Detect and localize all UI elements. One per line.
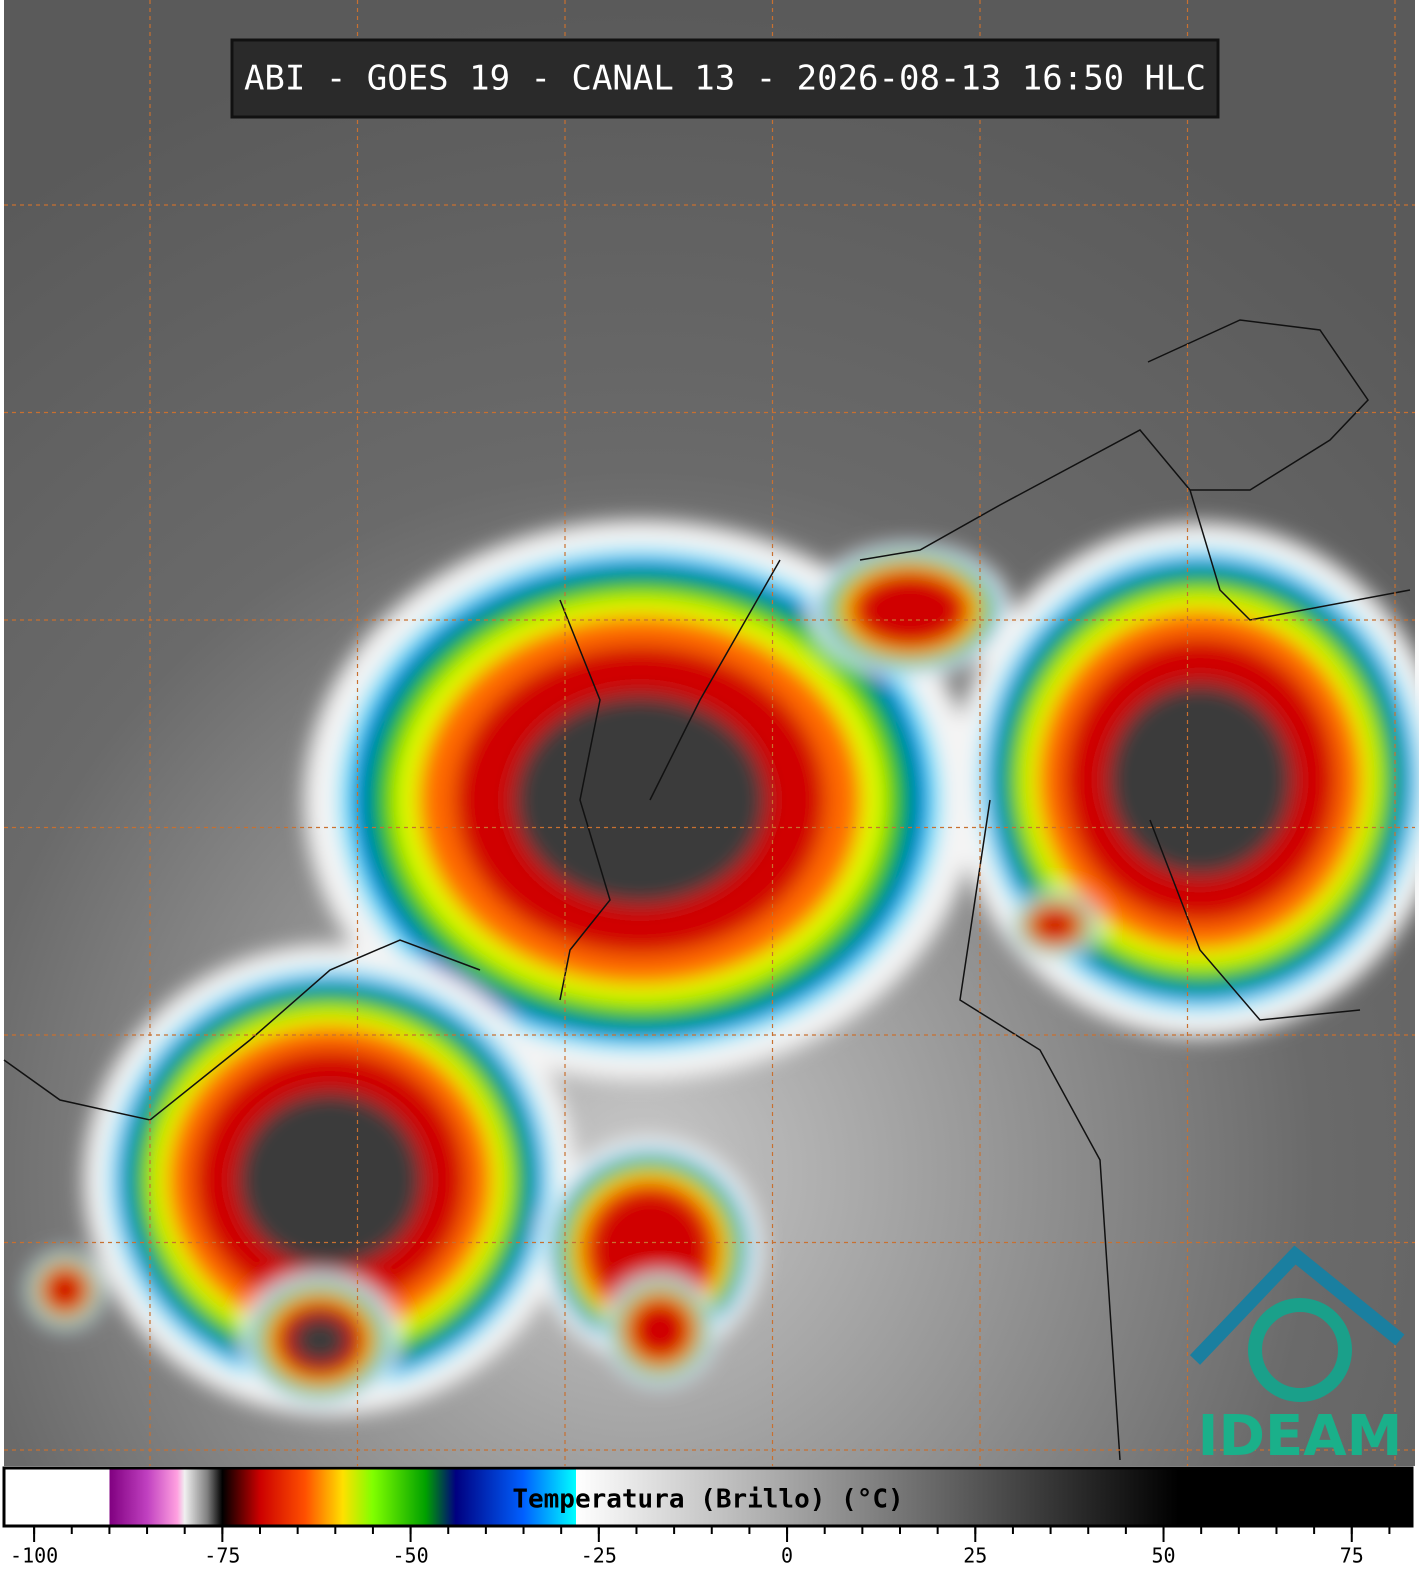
- tick-label: 50: [1151, 1544, 1175, 1568]
- cloud-layer: [25, 520, 1419, 1416]
- title: ABI - GOES 19 - CANAL 13 - 2026-08-13 16…: [244, 59, 1206, 99]
- storm-layer: [237, 1091, 423, 1269]
- storm-layer: [854, 572, 966, 648]
- logo-text: IDEAM: [1198, 1404, 1403, 1469]
- tick-label: 25: [963, 1544, 987, 1568]
- storm-group: [25, 520, 1419, 1416]
- borders: [3, 319, 1411, 1461]
- tick-label: -75: [204, 1544, 240, 1568]
- logo-roof: [1189, 1245, 1405, 1365]
- storm-layer: [1107, 683, 1293, 877]
- storm-layer: [1030, 906, 1080, 944]
- storm-layer: [43, 1268, 87, 1312]
- logo: IDEAM: [1189, 1245, 1405, 1469]
- tick-label: -25: [581, 1544, 617, 1568]
- storm-layer: [290, 1314, 350, 1366]
- colorbar-label: Temperatura (Brillo) (°C): [512, 1485, 903, 1515]
- logo-swirl: [1248, 1298, 1352, 1402]
- colorbar: [2, 1466, 1414, 1528]
- tick-label: 75: [1340, 1544, 1364, 1568]
- storm-layer: [514, 695, 766, 905]
- colorbar-axis: -100 -75 -50 -25 0 25 50 75: [10, 1526, 1391, 1568]
- tick-label: -50: [393, 1544, 429, 1568]
- graticule: [4, 0, 1415, 1466]
- tick-label: -100: [10, 1544, 58, 1568]
- storm-layer: [629, 1299, 691, 1361]
- tick-label: 0: [781, 1544, 793, 1568]
- title-box: [230, 38, 1220, 119]
